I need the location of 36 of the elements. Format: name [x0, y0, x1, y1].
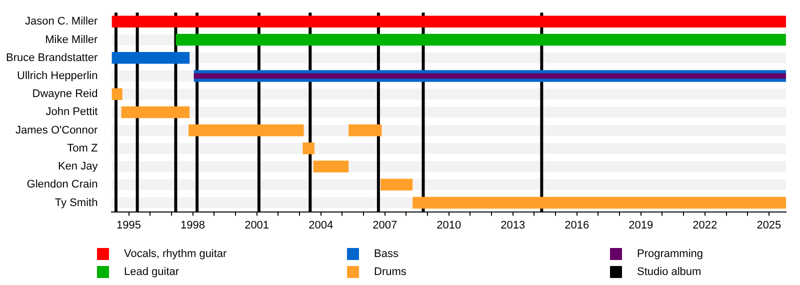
legend-label: Vocals, rhythm guitar — [124, 248, 227, 260]
bar — [112, 88, 122, 100]
y-tick-label: Bruce Brandstatter — [6, 52, 98, 64]
legend-label: Drums — [374, 266, 406, 278]
y-tick-label: Ken Jay — [58, 160, 98, 173]
y-tick-label: Tom Z — [67, 142, 98, 154]
x-tick-label: 2007 — [372, 219, 398, 232]
y-tick-label: Ty Smith — [54, 196, 98, 209]
bar — [302, 142, 314, 154]
bar — [112, 52, 190, 64]
legend-label: Bass — [374, 248, 398, 260]
x-tick-label: 2010 — [436, 219, 462, 232]
x-tick-label: 2001 — [244, 219, 270, 232]
x-tick-label: 2019 — [628, 219, 654, 232]
bar — [380, 178, 413, 191]
bar — [348, 124, 382, 136]
x-tick-label: 2016 — [564, 219, 590, 232]
x-tick-label: 1995 — [116, 219, 142, 232]
legend-label: Programming — [637, 248, 704, 260]
y-tick-label: Glendon Crain — [26, 178, 98, 191]
y-tick-label: James O'Connor — [16, 124, 98, 136]
x-tick-label: 2004 — [308, 219, 334, 232]
y-tick-label: Jason C. Miller — [24, 16, 98, 28]
y-tick-label: Mike Miller — [45, 34, 98, 46]
x-tick-label: 2013 — [500, 219, 526, 232]
bar — [188, 124, 304, 136]
y-tick-label: Ullrich Hepperlin — [17, 70, 98, 82]
x-tick-label: 2025 — [756, 219, 782, 232]
y-tick-label: Dwayne Reid — [32, 88, 98, 100]
x-tick-label: 1998 — [180, 219, 206, 232]
x-tick-label: 2022 — [692, 219, 718, 232]
legend-label: Lead guitar — [124, 266, 180, 278]
bar — [121, 106, 190, 118]
bar — [313, 160, 349, 172]
legend-label: Studio album — [637, 266, 702, 278]
y-tick-label: John Pettit — [46, 106, 98, 118]
